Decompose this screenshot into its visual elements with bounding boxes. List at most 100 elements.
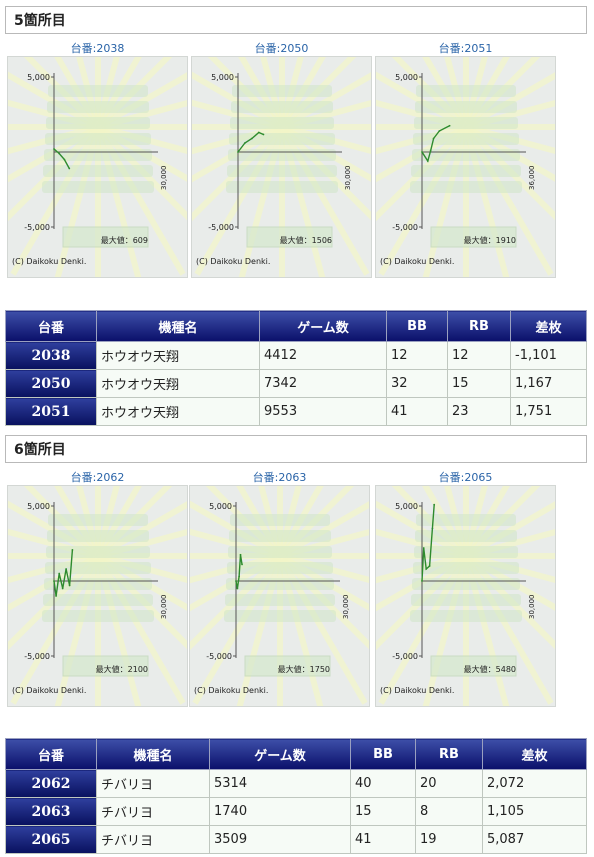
background-machine: [227, 165, 337, 177]
graph-label[interactable]: 台番:2063: [252, 471, 307, 484]
background-machine: [414, 546, 518, 558]
data-point: [239, 553, 242, 556]
background-ray: [444, 486, 469, 557]
background-machine: [415, 530, 517, 542]
section-5: 5箇所目 台番:2038 5,000 -5,000 30,000 最大値：609 (C)…: [5, 6, 587, 282]
table-row: 2050 ホウオウ天翔 7342 32 15 1,167: [5, 369, 587, 398]
machine-no[interactable]: 2050: [5, 369, 97, 398]
graph-label[interactable]: 台番:2050: [254, 42, 309, 55]
model-name: チバリヨ: [96, 825, 210, 854]
background-machine: [45, 133, 151, 145]
y-tick-label-bottom: -5,000: [392, 223, 418, 232]
background-machine: [229, 530, 331, 542]
header-machine-no: 台番: [5, 738, 97, 770]
data-point: [55, 595, 57, 597]
machine-no[interactable]: 2062: [5, 769, 97, 798]
rb-count: 8: [415, 797, 483, 826]
x-axis-label: 30,000: [528, 595, 536, 620]
data-point: [68, 167, 71, 170]
machine-no[interactable]: 2051: [5, 397, 97, 426]
data-point: [244, 142, 246, 144]
data-point: [235, 580, 237, 582]
data-point: [241, 563, 243, 566]
header-games: ゲーム数: [209, 738, 351, 770]
graph-label[interactable]: 台番:2051: [438, 42, 493, 55]
background-ray: [258, 486, 283, 557]
copyright-text: (C) Daikoku Denki.: [12, 257, 86, 266]
background-machine: [43, 165, 153, 177]
header-model: 機種名: [96, 310, 260, 342]
machine-no[interactable]: 2038: [5, 341, 97, 370]
results-table-6: 台番 機種名 ゲーム数 BB RB 差枚 2062 チバリヨ 5314 40 2…: [5, 738, 587, 854]
graph-label[interactable]: 台番:2065: [438, 471, 493, 484]
background-ray: [376, 553, 469, 651]
background-ray: [8, 553, 101, 651]
background-machine: [226, 181, 338, 193]
background-machine: [48, 85, 148, 97]
x-axis-label: 30,000: [342, 595, 350, 620]
background-ray: [463, 57, 488, 128]
graph-box[interactable]: 5,000 -5,000 30,000 最大値：1750 (C) Daikoku Den…: [189, 485, 370, 707]
game-count: 1740: [209, 797, 351, 826]
y-tick-label-top: 5,000: [395, 73, 418, 82]
background-ray: [277, 486, 302, 557]
background-floor: [244, 655, 331, 677]
data-point: [425, 568, 428, 570]
copyright-text: (C) Daikoku Denki.: [194, 686, 268, 695]
background-machine: [410, 181, 522, 193]
background-machine: [416, 514, 516, 526]
header-rb: RB: [447, 310, 511, 342]
background-machine: [230, 514, 330, 526]
y-tick-label-bottom: -5,000: [206, 652, 232, 661]
data-point: [63, 158, 66, 161]
background-machine: [225, 594, 335, 606]
game-count: 3509: [209, 825, 351, 854]
graph-box[interactable]: 5,000 -5,000 30,000 最大値：2100 (C) Daikoku Den…: [7, 485, 188, 707]
graph-box[interactable]: 5,000 -5,000 36,000 最大値：1910 (C) Daikoku Den…: [375, 56, 556, 278]
data-point: [422, 547, 425, 549]
header-bb: BB: [386, 310, 448, 342]
graph-box[interactable]: 5,000 -5,000 30,000 最大値：5480 (C) Daikoku Den…: [375, 485, 556, 707]
max-value-label: 最大値：609: [101, 235, 148, 245]
machine-no[interactable]: 2065: [5, 825, 97, 854]
data-point: [421, 580, 423, 582]
background-machine: [411, 594, 521, 606]
rb-count: 20: [415, 769, 483, 798]
graph-label[interactable]: 台番:2038: [70, 42, 125, 55]
machine-no[interactable]: 2063: [5, 797, 97, 826]
background-machine: [228, 149, 336, 161]
graph-box[interactable]: 5,000 -5,000 30,000 最大値：1506 (C) Daikoku Den…: [191, 56, 372, 278]
x-axis-label: 36,000: [528, 166, 536, 191]
background-machine: [412, 578, 520, 590]
background-machine: [42, 181, 154, 193]
graph-box[interactable]: 5,000 -5,000 30,000 最大値：609 (C) Daikoku Denk…: [7, 56, 188, 278]
data-point: [432, 137, 435, 140]
diff-coins: 1,167: [510, 369, 587, 398]
graph-svg: 5,000 -5,000 30,000 最大値：609 (C) Daikoku Denk…: [8, 57, 187, 277]
y-tick-label-bottom: -5,000: [24, 652, 50, 661]
bb-count: 40: [350, 769, 416, 798]
background-machine: [48, 514, 148, 526]
y-tick-label-bottom: -5,000: [208, 223, 234, 232]
background-ray: [95, 486, 120, 557]
diff-coins: 1,105: [482, 797, 587, 826]
graph-svg: 5,000 -5,000 30,000 最大値：2100 (C) Daikoku Den…: [8, 486, 187, 706]
background-machine: [228, 546, 332, 558]
bb-count: 12: [386, 341, 448, 370]
background-ray: [279, 124, 371, 221]
graph-label[interactable]: 台番:2062: [70, 471, 125, 484]
game-count: 9553: [259, 397, 387, 426]
data-point: [71, 549, 74, 551]
bb-count: 41: [386, 397, 448, 426]
graph-cell: 台番:2050 5,000 -5,000 30,000 最大値：1506 (C) Dai…: [191, 42, 372, 278]
header-machine-no: 台番: [5, 310, 97, 342]
diff-coins: 5,087: [482, 825, 587, 854]
x-axis-label: 30,000: [344, 166, 352, 191]
header-games: ゲーム数: [259, 310, 387, 342]
background-floor: [430, 226, 517, 248]
max-value-label: 最大値：1506: [280, 235, 332, 245]
background-ray: [260, 57, 285, 128]
data-point: [426, 160, 429, 162]
graph-cell: 台番:2051 5,000 -5,000 36,000 最大値：1910 (C) Dai…: [375, 42, 556, 278]
background-ray: [76, 486, 101, 557]
